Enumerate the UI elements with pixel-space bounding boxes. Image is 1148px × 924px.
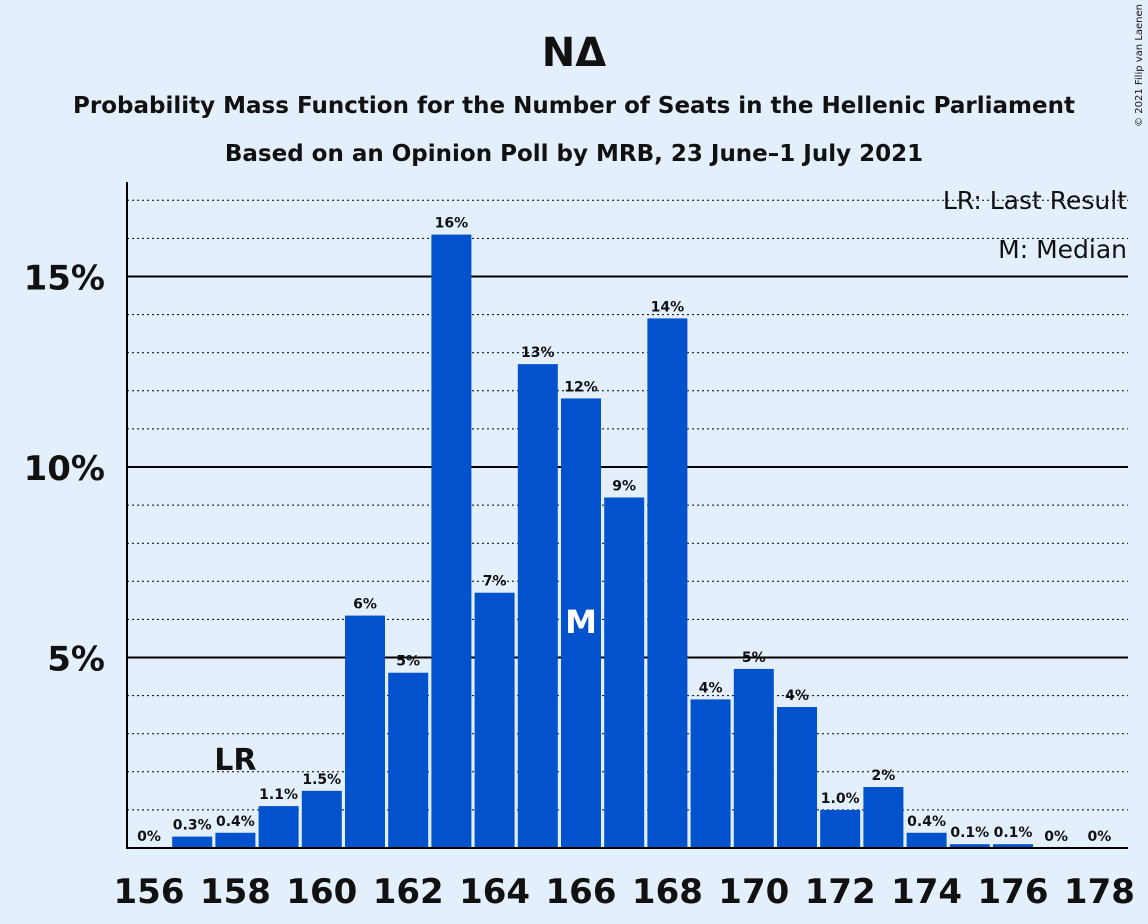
data-label: 0.4% (216, 814, 255, 830)
data-label: 5% (742, 650, 766, 666)
y-tick-label: 10% (24, 449, 105, 489)
x-tick-label: 172 (805, 872, 876, 912)
x-tick-label: 156 (114, 872, 185, 912)
data-label: 6% (353, 597, 377, 613)
x-tick-label: 164 (459, 872, 530, 912)
data-label: 0% (137, 829, 161, 845)
data-label: 16% (435, 216, 469, 232)
bars-group (172, 234, 1033, 849)
bar-seat-162 (388, 672, 429, 848)
chart-subtitle-2: Based on an Opinion Poll by MRB, 23 June… (225, 141, 923, 167)
median-marker: M (565, 603, 597, 641)
bar-seat-167 (604, 497, 645, 848)
data-label: 14% (651, 299, 685, 315)
data-label: 1.0% (821, 791, 860, 807)
bar-seat-159 (258, 806, 299, 848)
data-label: 0.1% (994, 825, 1033, 841)
data-label: 9% (612, 478, 636, 494)
data-labels-group: 0%0.3% 0.4%1.1%1.5%6%5%16%7%13%12%9%14%4%… (137, 216, 1111, 845)
bar-seat-168 (647, 318, 688, 848)
bar-seat-170 (733, 668, 774, 848)
x-tick-label: 174 (891, 872, 962, 912)
data-label: 2% (872, 768, 896, 784)
chart-subtitle-1: Probability Mass Function for the Number… (73, 93, 1075, 119)
x-tick-label: 162 (373, 872, 444, 912)
bar-seat-171 (777, 707, 817, 848)
bar-seat-174 (906, 832, 947, 848)
data-label: 13% (521, 345, 555, 361)
data-label: 4% (699, 680, 723, 696)
bar-seat-176 (993, 844, 1033, 848)
y-axis-ticks: 5% 10% 15% (24, 259, 105, 680)
bar-seat-172 (820, 809, 861, 848)
copyright-text: © 2021 Filip van Laenen (1134, 4, 1145, 127)
data-label: 1.5% (302, 772, 341, 788)
legend-median: M: Median (998, 235, 1127, 264)
data-label: 4% (785, 688, 809, 704)
data-label: 7% (483, 574, 507, 590)
chart-title: ΝΔ (542, 30, 606, 76)
data-label: 0% (1044, 829, 1068, 845)
legend-last-result: LR: Last Result (943, 186, 1127, 215)
y-tick-label: 15% (24, 259, 105, 299)
data-label: 0.3% (173, 818, 212, 834)
annotations-group: LR M (214, 603, 597, 778)
bar-seat-161 (345, 615, 385, 848)
x-tick-label: 166 (546, 872, 617, 912)
bar-seat-157 (172, 836, 213, 848)
data-label: 5% (396, 654, 420, 670)
bar-seat-165 (517, 364, 558, 848)
bar-seat-163 (431, 234, 472, 849)
data-label: 1.1% (259, 787, 298, 803)
x-tick-label: 176 (978, 872, 1049, 912)
y-tick-label: 5% (47, 640, 105, 680)
bar-seat-160 (301, 790, 342, 848)
data-label: 0.4% (907, 814, 946, 830)
bar-seat-166 (561, 398, 601, 848)
x-tick-label: 160 (286, 872, 357, 912)
x-axis-ticks: 156 158 160 162 164 166 168 170 172 174 176 178 (114, 872, 1135, 912)
data-label: 0.1% (950, 825, 989, 841)
bar-seat-169 (690, 699, 731, 848)
last-result-marker: LR (214, 743, 256, 778)
bar-seat-158 (215, 832, 256, 848)
bar-seat-173 (863, 787, 904, 848)
x-tick-label: 170 (718, 872, 789, 912)
data-label: 0% (1088, 829, 1112, 845)
data-label: 12% (564, 379, 598, 395)
x-tick-label: 178 (1064, 872, 1135, 912)
x-tick-label: 168 (632, 872, 703, 912)
bar-seat-164 (474, 592, 515, 848)
bar-seat-175 (949, 844, 990, 848)
x-tick-label: 158 (200, 872, 271, 912)
